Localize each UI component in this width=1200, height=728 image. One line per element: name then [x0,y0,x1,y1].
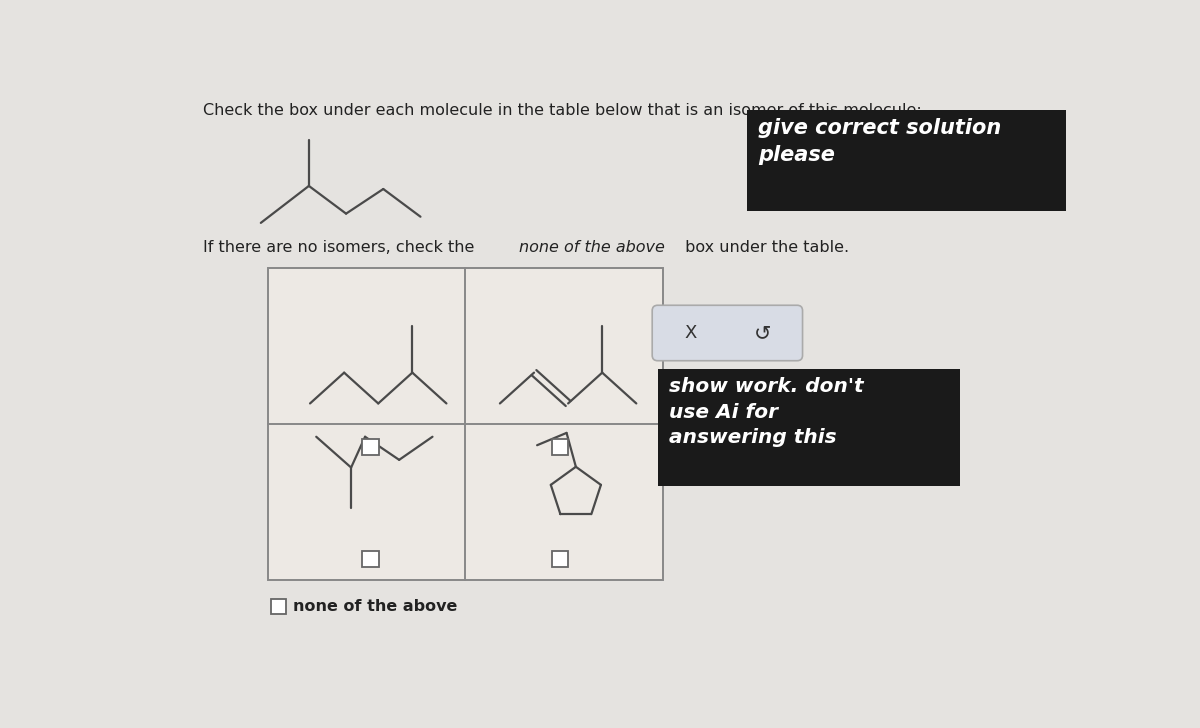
Bar [362,439,379,456]
Text: X: X [684,324,696,342]
Text: Check the box under each molecule in the table below that is an isomer of this m: Check the box under each molecule in the… [203,103,922,118]
Text: box under the table.: box under the table. [680,240,850,255]
Bar [552,550,569,566]
Text: If there are no isomers, check the: If there are no isomers, check the [203,240,479,255]
FancyBboxPatch shape [653,305,803,360]
Text: none of the above: none of the above [293,599,457,614]
Text: give correct solution
please: give correct solution please [758,118,1002,165]
Bar [746,111,1066,210]
Text: ↺: ↺ [754,323,772,343]
Text: none of the above: none of the above [518,240,665,255]
Bar [271,599,286,614]
Bar [362,550,379,566]
Bar [658,369,960,486]
Bar [268,269,664,580]
Text: show work. don't
use Ai for
answering this: show work. don't use Ai for answering th… [670,377,864,448]
Bar [552,439,569,456]
